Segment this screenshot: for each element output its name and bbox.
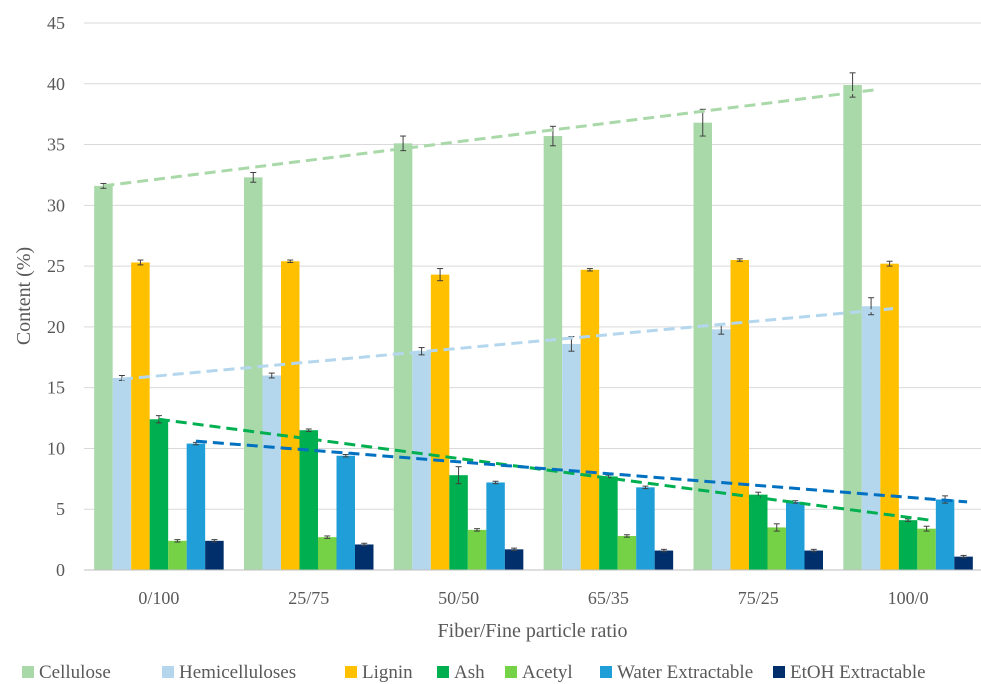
bar [168,540,187,570]
bar [636,487,655,570]
bar [843,84,862,570]
y-tick-label: 45 [47,13,65,33]
trendline [158,417,931,522]
y-axis-title: Content (%) [13,247,35,345]
legend-label: Ash [454,662,485,683]
trendline [195,439,968,504]
x-tick-label: 75/25 [738,588,779,608]
bar [393,143,413,570]
trendlines [103,88,968,522]
bar [299,430,318,570]
bar [281,261,300,570]
x-tick-label: 25/75 [288,588,329,608]
bar [749,494,768,570]
bar [935,499,955,570]
bar [318,537,337,570]
bar [786,501,805,570]
bar [543,136,563,570]
bar [654,550,674,570]
x-axis-title: Fiber/Fine particle ratio [438,620,628,642]
bar [767,527,786,570]
y-tick-label: 0 [56,560,65,580]
x-tick-label: 100/0 [888,588,929,608]
bar [244,177,263,570]
bar [149,419,169,570]
y-tick-label: 5 [56,499,65,519]
legend-swatch [773,666,785,678]
bar [467,529,487,570]
legend-swatch [437,666,449,678]
bar [917,528,936,570]
y-tick-label: 25 [47,256,65,276]
bar [617,535,637,570]
legend-swatch [600,666,612,678]
bar [112,377,132,570]
bar [562,343,581,570]
bar [131,262,150,570]
bar [449,475,468,570]
legend-swatch [505,666,517,678]
bar [336,455,355,570]
trendline [103,88,875,188]
legend: Cellulose Hemicelluloses Lignin Ash Acetyl Wa… [22,662,926,683]
x-axis-ticks: 0/100 25/75 50/50 65/35 75/25 100/0 [138,588,928,608]
gridlines [84,22,981,510]
bar [186,443,206,570]
bar [412,351,431,570]
y-tick-label: 40 [47,74,65,94]
y-tick-label: 30 [47,195,65,215]
y-tick-label: 20 [47,317,65,337]
legend-label: Acetyl [522,662,573,683]
bar [355,544,374,570]
bar [954,556,973,570]
bar [880,263,899,570]
bar [861,306,881,570]
y-tick-label: 15 [47,378,65,398]
legend-label: Water Extractable [617,662,753,683]
bar [504,549,524,570]
legend-swatch [22,666,34,678]
legend-swatch [345,666,357,678]
legend-label: Cellulose [39,662,111,683]
legend-label: EtOH Extractable [790,662,926,683]
y-tick-label: 35 [47,135,65,155]
trendline [121,307,894,381]
bars [94,84,973,571]
bar [486,482,505,570]
legend-label: Lignin [362,662,413,683]
legend-label: Hemicelluloses [179,662,296,683]
bar [712,329,731,570]
bar [205,540,224,570]
bar [94,185,113,570]
bar [430,274,450,570]
error-bars [100,72,967,559]
x-tick-label: 50/50 [438,588,479,608]
bar [580,269,600,570]
bar [693,122,712,571]
legend-swatch [162,666,174,678]
x-tick-label: 0/100 [138,588,179,608]
bar [262,375,281,570]
x-tick-label: 65/35 [588,588,629,608]
bar [898,520,918,570]
bar [599,476,618,570]
bar [730,260,749,570]
y-tick-label: 10 [47,438,65,458]
bar [804,550,823,570]
y-axis-ticks: 0 5 10 15 20 25 30 35 40 45 [47,13,65,580]
